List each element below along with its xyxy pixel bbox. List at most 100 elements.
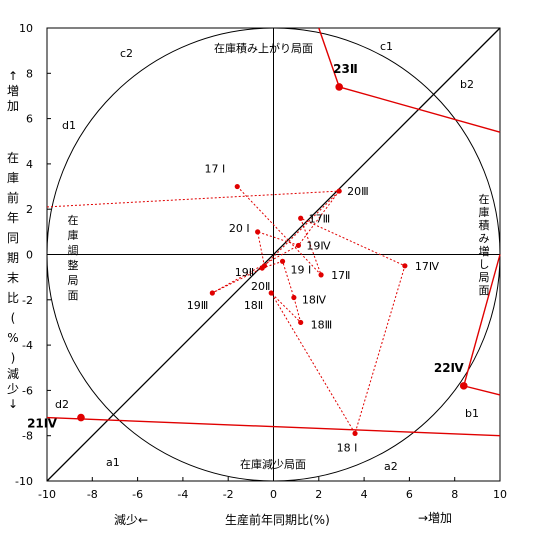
data-point	[336, 188, 342, 194]
data-label-bold: 21Ⅳ	[27, 417, 58, 431]
y-axis-title-char: (	[11, 311, 16, 325]
y-tick-label: -2	[22, 294, 33, 307]
y-axis-top-note-char: ↑	[8, 69, 18, 83]
zone-label-left-char: 在	[68, 214, 79, 227]
y-axis-top-note: ↑増加	[7, 69, 19, 113]
data-label: 20 I	[229, 222, 250, 235]
data-label: 18Ⅱ	[244, 299, 263, 312]
y-axis-title-char: 在	[7, 151, 19, 165]
data-point	[268, 290, 274, 296]
sector-label-d1: d1	[62, 119, 76, 132]
x-tick-label: 0	[270, 488, 277, 501]
zone-label-right-char: 面	[479, 284, 490, 297]
zone-label-bottom: 在庫減少局面	[240, 457, 306, 471]
x-tick-label: 2	[315, 488, 322, 501]
data-label: 19Ⅳ	[306, 239, 331, 252]
data-point	[295, 242, 302, 249]
data-point	[318, 272, 324, 278]
series-bold-line-23II-up	[318, 27, 340, 88]
y-tick-label: -6	[22, 384, 33, 397]
data-point	[298, 215, 304, 221]
zone-label-right-char: み	[479, 232, 490, 245]
data-label: 18 I	[337, 441, 358, 454]
data-label: 20Ⅱ	[251, 280, 270, 293]
data-label: 17Ⅳ	[415, 260, 440, 273]
x-tick-label: -10	[38, 488, 56, 501]
data-point-bold	[335, 83, 343, 91]
data-point	[402, 263, 408, 269]
sector-label-a2: a2	[384, 460, 398, 473]
series-bold-line-23II-right	[338, 86, 501, 133]
zone-label-right-char: 局	[479, 271, 490, 284]
y-tick-label: -4	[22, 339, 33, 352]
y-axis-bottom-note: 減少↓	[7, 366, 19, 411]
y-axis-title-char: 庫	[7, 171, 19, 185]
x-tick-label: 8	[451, 488, 458, 501]
zone-label-right-char: 庫	[479, 205, 490, 219]
y-tick-label: 0	[26, 249, 33, 262]
diagonal-line	[46, 27, 501, 482]
y-axis-top-note-char: 加	[7, 99, 19, 113]
data-point	[209, 290, 215, 296]
zone-label-right-char: し	[479, 258, 490, 271]
zone-label-left-char: 局	[68, 274, 79, 287]
series-bold-line-22IV-up	[463, 254, 501, 387]
x-axis-right-note: →増加	[418, 511, 452, 525]
series-bold-line-22IV-right	[463, 385, 501, 396]
data-label: 18Ⅳ	[302, 294, 327, 307]
data-label: 20Ⅲ	[347, 185, 369, 198]
y-tick-label: 10	[19, 22, 33, 35]
y-axis-top-note-char: 増	[7, 84, 19, 98]
y-tick-label: 8	[26, 67, 33, 80]
zone-label-left-char: 整	[68, 258, 79, 272]
x-tick-label: 6	[406, 488, 413, 501]
data-label: 19Ⅲ	[187, 299, 209, 312]
x-axis-left-note: 減少←	[114, 512, 148, 527]
zone-label-right-char: 増	[479, 245, 490, 258]
zone-label-right-char: 在	[479, 193, 490, 206]
y-axis-title-char: 末	[7, 271, 19, 285]
y-tick-label: 4	[26, 158, 33, 171]
zone-label-left-char: 庫	[68, 228, 79, 242]
x-tick-label: -8	[87, 488, 98, 501]
zone-label-top: 在庫積み上がり局面	[214, 41, 313, 55]
data-point	[261, 263, 268, 269]
data-point-bold	[77, 413, 85, 422]
data-label: 19Ⅱ	[235, 266, 254, 279]
y-tick-label: 2	[26, 203, 33, 216]
y-axis-title-char: 年	[7, 211, 19, 225]
series-thin-link	[298, 190, 340, 246]
y-axis-title-char: 比	[7, 291, 19, 305]
y-axis-title-char: 同	[7, 231, 19, 245]
series-thin-entry-line	[46, 190, 340, 208]
y-tick-label: -8	[22, 430, 33, 443]
y-axis-bottom-note-char: ↓	[8, 397, 18, 411]
data-label: 18Ⅲ	[311, 318, 333, 331]
x-axis-title: 生産前年同期比(%)	[225, 512, 330, 527]
y-axis-title-char: %	[7, 331, 18, 345]
x-tick-label: 10	[493, 488, 507, 501]
data-label-bold: 22Ⅳ	[434, 361, 465, 375]
y-axis-bottom-note-char: 減	[7, 366, 19, 381]
data-label: 17Ⅱ	[331, 269, 350, 282]
x-tick-label: -6	[132, 488, 143, 501]
sector-label-c1: c1	[380, 40, 393, 53]
data-point	[298, 319, 304, 326]
data-label-bold: 23Ⅱ	[333, 62, 358, 76]
y-axis-bottom-note-char: 少	[7, 382, 19, 396]
sector-label-c2: c2	[120, 47, 133, 60]
sector-label-b1: b1	[465, 407, 479, 420]
x-tick-label: 4	[361, 488, 368, 501]
data-label: 17Ⅲ	[309, 212, 331, 225]
series-bold-line-21IV	[46, 416, 501, 437]
data-point	[279, 258, 286, 264]
data-point	[291, 294, 297, 301]
y-axis-title-char: 前	[7, 190, 19, 205]
series-thin-line	[212, 186, 406, 435]
zone-label-left-char: 面	[68, 289, 79, 302]
data-label: 19 I	[291, 263, 312, 276]
y-tick-label: -10	[15, 475, 33, 488]
